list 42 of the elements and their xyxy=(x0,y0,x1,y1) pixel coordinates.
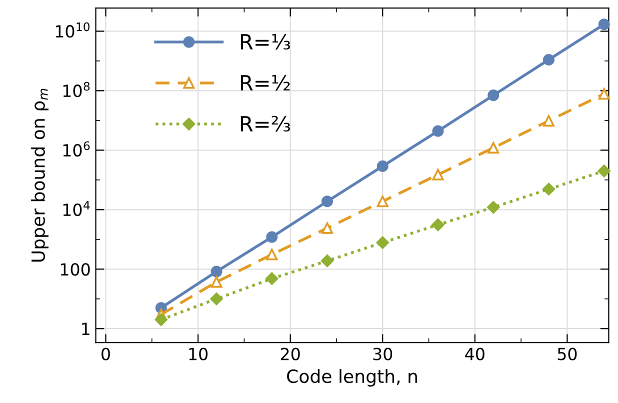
x-tick-label: 10 xyxy=(189,348,208,360)
y-axis-title: Upper bound on ρ$_{m}$ xyxy=(31,88,48,262)
point xyxy=(154,313,168,326)
x-tick-label: 30 xyxy=(373,348,392,360)
point xyxy=(598,88,610,100)
legend-label: R=⅔ xyxy=(240,116,290,132)
y-tick-label: 10$^{4}$ xyxy=(63,200,90,216)
point xyxy=(266,272,278,285)
point xyxy=(432,168,444,180)
point xyxy=(266,231,278,243)
point xyxy=(488,90,500,102)
y-tick-label: 10$^{6}$ xyxy=(63,141,90,157)
x-axis-title: Code length, n xyxy=(287,369,417,387)
point xyxy=(321,196,334,208)
point xyxy=(376,236,389,249)
y-tick-label: 10$^{10}$ xyxy=(56,22,90,38)
point xyxy=(210,292,223,306)
point xyxy=(432,218,444,232)
point xyxy=(320,254,334,268)
y-tick-label: 100 xyxy=(60,263,90,276)
x-tick-label: 50 xyxy=(558,348,577,360)
x-tick-label: 40 xyxy=(465,348,484,360)
y-tick-label: 1 xyxy=(82,322,90,335)
point xyxy=(542,182,556,196)
point xyxy=(376,196,388,208)
point xyxy=(598,18,610,30)
point xyxy=(210,276,222,288)
x-tick-label: 20 xyxy=(280,348,300,360)
x-tick-label: 0 xyxy=(102,348,110,360)
legend-label: R=⅓ xyxy=(240,34,290,50)
point xyxy=(488,142,500,154)
point xyxy=(598,164,610,178)
point xyxy=(542,115,555,127)
point xyxy=(376,160,388,172)
point xyxy=(210,266,222,278)
point xyxy=(487,200,500,214)
point xyxy=(321,222,334,234)
legend-label: R=½ xyxy=(240,74,290,91)
y-tick-label: 10$^{8}$ xyxy=(63,82,90,98)
point xyxy=(266,248,278,260)
point xyxy=(542,54,555,66)
point xyxy=(432,125,444,137)
